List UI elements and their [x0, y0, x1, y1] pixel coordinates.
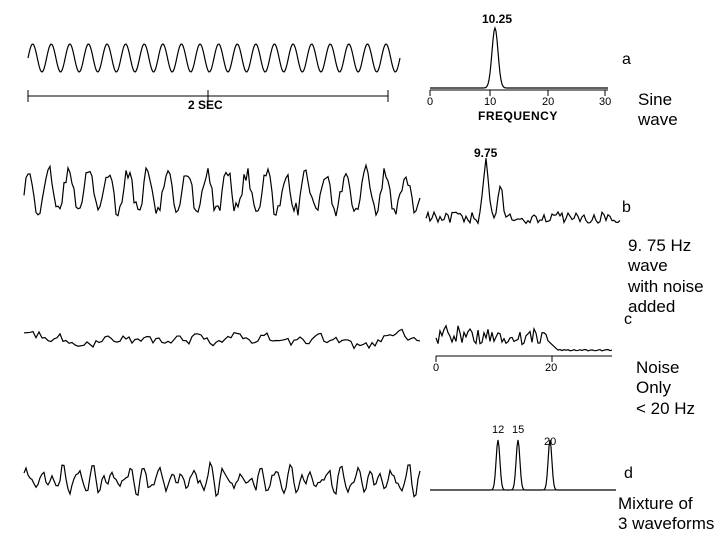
row-d-time-panel [20, 450, 425, 514]
caption-d: Mixture of 3 waveforms [618, 494, 714, 535]
caption-c-line1: Noise [636, 358, 679, 377]
caption-d-line1: Mixture of [618, 494, 693, 513]
caption-c-line2: Only [636, 378, 671, 397]
panel-letter-a: a [622, 50, 631, 69]
noise-wave-svg [20, 308, 425, 368]
mixture-wave-svg [20, 450, 425, 514]
tick-a-30: 30 [599, 96, 611, 108]
caption-a: Sine wave [638, 90, 678, 131]
peak-b-label: 9.75 [474, 146, 497, 160]
row-d-freq-panel: 12 15 20 [418, 420, 623, 500]
row-a-freq-panel: 10.25 0 10 20 30 FREQUENCY [420, 12, 615, 122]
caption-b-line3: with noise [628, 277, 704, 296]
scale-bar-label: 2 SEC [188, 98, 223, 112]
caption-a-line2: wave [638, 110, 678, 129]
tick-c-0: 0 [433, 362, 439, 374]
row-c-time-panel [20, 308, 425, 368]
caption-a-line1: Sine [638, 90, 672, 109]
noisy-wave-svg [20, 160, 425, 230]
tick-a-20: 20 [542, 96, 554, 108]
caption-b-line2: wave [628, 256, 668, 275]
row-c-freq-panel: 0 20 [420, 290, 620, 376]
spectrum-a-svg [420, 12, 615, 122]
row-b-time-panel [20, 160, 425, 230]
row-a-time-panel: 2 SEC [20, 30, 410, 110]
caption-b-line1: 9. 75 Hz [628, 236, 691, 255]
panel-letter-c: c [624, 310, 632, 329]
caption-b-line4: added [628, 297, 675, 316]
freq-axis-title: FREQUENCY [478, 109, 558, 123]
spectrum-c-svg [420, 290, 620, 376]
caption-d-line2: 3 waveforms [618, 514, 714, 533]
panel-letter-b: b [622, 198, 631, 217]
peak-d-20: 20 [544, 436, 556, 448]
caption-c: Noise Only < 20 Hz [636, 358, 695, 419]
tick-c-20: 20 [545, 362, 557, 374]
row-b-freq-panel: 9.75 [420, 142, 625, 232]
caption-b: 9. 75 Hz wave with noise added [628, 236, 704, 318]
caption-c-line3: < 20 Hz [636, 399, 695, 418]
panel-letter-d: d [624, 464, 633, 483]
peak-d-15: 15 [512, 424, 524, 436]
spectrum-b-svg [420, 142, 625, 232]
tick-a-0: 0 [427, 96, 433, 108]
peak-d-12: 12 [492, 424, 504, 436]
tick-a-10: 10 [484, 96, 496, 108]
peak-a-label: 10.25 [482, 12, 512, 26]
